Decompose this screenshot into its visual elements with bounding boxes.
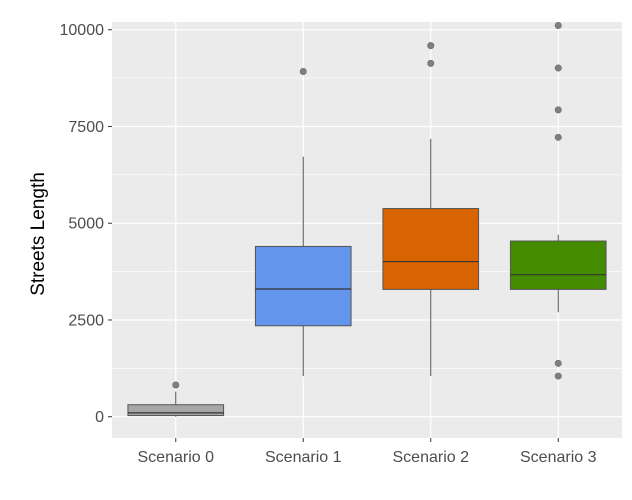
outlier-point [554,64,562,72]
x-axis: Scenario 0 Scenario 1 Scenario 2 Scenario 3 [138,438,597,466]
grid-lines [112,22,622,438]
box-1 [254,68,352,377]
outlier-point [554,359,562,367]
y-axis-label: Streets Length [28,172,49,296]
outlier-point [554,106,562,114]
y-axis: 0 2500 5000 7500 10000 [60,22,112,426]
x-tick-label: Scenario 1 [265,449,342,466]
box-iqr [382,208,480,290]
outlier-point [172,381,180,389]
y-tick-label: 10000 [60,22,105,39]
y-tick-label: 2500 [68,312,104,329]
box-iqr [127,404,225,417]
outlier-point [554,133,562,141]
x-tick-label: Scenario 3 [520,449,597,466]
outlier-point [554,21,562,29]
box-iqr [509,240,607,290]
plot-panel [112,22,622,438]
x-tick-label: Scenario 0 [138,449,215,466]
y-tick-label: 5000 [68,216,104,233]
box-iqr [254,245,352,327]
outlier-point [427,59,435,67]
y-tick-label: 0 [95,409,104,426]
box-0 [127,381,225,417]
outlier-point [427,42,435,50]
box-2 [382,42,480,377]
y-tick-label: 7500 [68,119,104,136]
x-tick-label: Scenario 2 [393,449,470,466]
outlier-point [299,68,307,76]
boxes-layer [127,21,607,417]
box-3 [509,21,607,380]
outlier-point [554,372,562,380]
